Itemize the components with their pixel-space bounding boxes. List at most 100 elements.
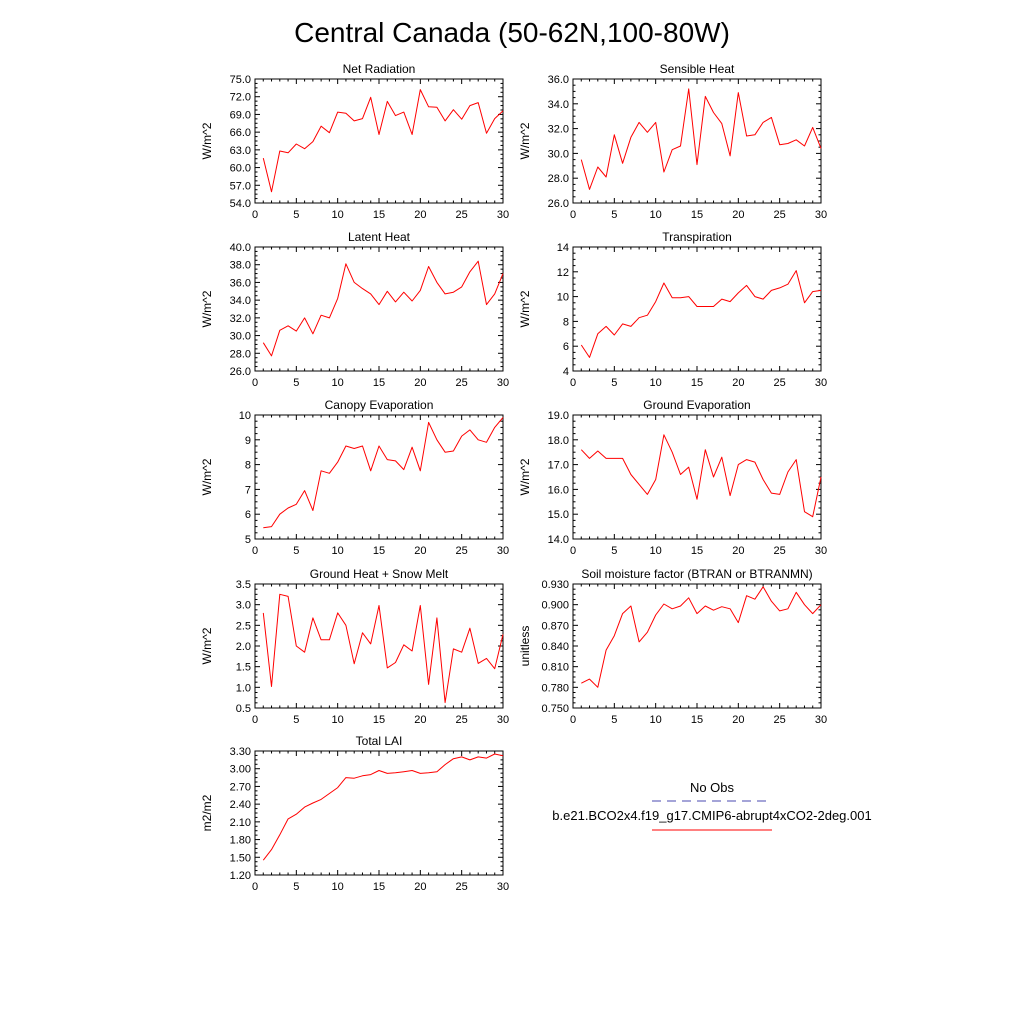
panel-3-ytick-label: 28.0 bbox=[230, 348, 251, 360]
panel-3-ytick-label: 38.0 bbox=[230, 260, 251, 272]
panel-9-xtick-label: 25 bbox=[456, 881, 468, 893]
panel-2-ytick-label: 32.0 bbox=[548, 124, 569, 136]
panel-1-xtick-label: 5 bbox=[293, 209, 299, 221]
panel-5-xtick-label: 20 bbox=[414, 545, 426, 557]
panel-9-xtick-label: 20 bbox=[414, 881, 426, 893]
panel-3: Latent Heat 0 5 10 15 20 25 30 26.0 28.0 30.0 32.0 3… bbox=[200, 230, 509, 389]
panel-5-xtick-label: 5 bbox=[293, 545, 299, 557]
panel-1-ytick-label: 69.0 bbox=[230, 109, 251, 121]
panel-3-xtick-label: 10 bbox=[332, 377, 344, 389]
panel-4-xtick-label: 25 bbox=[774, 377, 786, 389]
panel-8-xtick-label: 5 bbox=[611, 714, 617, 726]
panel-6-frame bbox=[572, 414, 822, 540]
panel-2-xtick-label: 30 bbox=[815, 209, 827, 221]
panel-7-ylabel: W/m^2 bbox=[200, 627, 214, 664]
panel-9-ylabel: m2/m2 bbox=[200, 794, 214, 831]
panel-9-xtick-label: 10 bbox=[332, 881, 344, 893]
panel-4-ytick-label: 12 bbox=[557, 267, 569, 279]
panel-3-ylabel: W/m^2 bbox=[200, 290, 214, 327]
panel-1-ytick-label: 60.0 bbox=[230, 163, 251, 175]
panel-8-ytick-label: 0.900 bbox=[541, 600, 569, 612]
panel-2-xtick-label: 15 bbox=[691, 209, 703, 221]
panel-3-ytick-label: 36.0 bbox=[230, 277, 251, 289]
panel-4-series-line bbox=[580, 270, 822, 358]
legend-obs-label: No Obs bbox=[690, 780, 735, 795]
panel-2-xtick-label: 5 bbox=[611, 209, 617, 221]
panel-3-ytick-label: 30.0 bbox=[230, 331, 251, 343]
panel-6-ytick-label: 19.0 bbox=[548, 410, 569, 422]
panel-9-ytick-label: 1.80 bbox=[230, 835, 251, 847]
panel-6-ytick-label: 16.0 bbox=[548, 484, 569, 496]
panel-8-xtick-label: 20 bbox=[732, 714, 744, 726]
panel-3-ytick-label: 40.0 bbox=[230, 242, 251, 254]
panel-6-ytick-label: 15.0 bbox=[548, 509, 569, 521]
panel-5-xtick-label: 15 bbox=[373, 545, 385, 557]
legend-model-label: b.e21.BCO2x4.f19_g17.CMIP6-abrupt4xCO2-2… bbox=[552, 808, 871, 823]
panel-7-xtick-label: 5 bbox=[293, 714, 299, 726]
panel-8-series-line bbox=[581, 586, 822, 688]
panel-7-series-line bbox=[262, 593, 504, 704]
panel-9-ytick-label: 3.30 bbox=[230, 746, 251, 758]
panel-6-xtick-label: 25 bbox=[774, 545, 786, 557]
panel-5-ytick-label: 5 bbox=[245, 534, 251, 546]
panel-9-ytick-label: 2.40 bbox=[230, 799, 251, 811]
panel-9-ytick-label: 1.20 bbox=[230, 870, 251, 882]
panel-4-ytick-label: 10 bbox=[557, 292, 569, 304]
panel-6-ytick-label: 17.0 bbox=[548, 460, 569, 472]
panel-8-ytick-label: 0.810 bbox=[541, 662, 569, 674]
panel-6-xtick-label: 10 bbox=[650, 545, 662, 557]
panel-3-xtick-label: 25 bbox=[456, 377, 468, 389]
panel-1-ytick-label: 54.0 bbox=[230, 198, 251, 210]
panel-2-title: Sensible Heat bbox=[660, 62, 735, 76]
panel-4: Transpiration 0 5 10 15 20 25 30 4 6 8 10 12 14 W/m^2 bbox=[518, 230, 827, 389]
panel-8-title: Soil moisture factor (BTRAN or BTRANMN) bbox=[581, 567, 812, 581]
panel-9-xtick-label: 5 bbox=[293, 881, 299, 893]
panel-4-ytick-label: 8 bbox=[563, 316, 569, 328]
panel-3-ytick-label: 32.0 bbox=[230, 313, 251, 325]
panel-7-xtick-label: 0 bbox=[252, 714, 258, 726]
panel-6-title: Ground Evaporation bbox=[643, 398, 750, 412]
panel-5-ytick-label: 7 bbox=[245, 484, 251, 496]
panel-2-series-line bbox=[580, 88, 822, 190]
panel-1-ytick-label: 75.0 bbox=[230, 74, 251, 86]
panel-5-ytick-label: 9 bbox=[245, 435, 251, 447]
panel-1: Net Radiation 0 5 10 15 20 25 30 54.0 57.0 60.0 63.… bbox=[200, 62, 509, 221]
panel-9-frame bbox=[254, 750, 504, 876]
panel-7-ytick-label: 1.0 bbox=[236, 682, 251, 694]
panel-5-xtick-label: 30 bbox=[497, 545, 509, 557]
figure-title: Central Canada (50-62N,100-80W) bbox=[294, 17, 730, 48]
panel-1-ylabel: W/m^2 bbox=[200, 122, 214, 159]
panel-2-xtick-label: 10 bbox=[650, 209, 662, 221]
panel-1-ytick-label: 72.0 bbox=[230, 92, 251, 104]
panel-4-xtick-label: 20 bbox=[732, 377, 744, 389]
panel-7: Ground Heat + Snow Melt 0 5 10 15 20 25 30 0.5 1.… bbox=[200, 567, 509, 726]
panel-2-xtick-label: 25 bbox=[774, 209, 786, 221]
panel-3-xtick-label: 30 bbox=[497, 377, 509, 389]
panel-7-title: Ground Heat + Snow Melt bbox=[310, 567, 449, 581]
panel-1-xtick-label: 15 bbox=[373, 209, 385, 221]
panel-4-xtick-label: 15 bbox=[691, 377, 703, 389]
panel-4-ytick-label: 14 bbox=[557, 242, 569, 254]
panel-6-xtick-label: 5 bbox=[611, 545, 617, 557]
panel-7-ytick-label: 2.5 bbox=[236, 620, 251, 632]
panel-5-title: Canopy Evaporation bbox=[325, 398, 434, 412]
panel-1-xtick-label: 30 bbox=[497, 209, 509, 221]
panel-4-xtick-label: 5 bbox=[611, 377, 617, 389]
panel-2-xtick-label: 20 bbox=[732, 209, 744, 221]
panel-9-xtick-label: 0 bbox=[252, 881, 258, 893]
panel-7-ytick-label: 0.5 bbox=[236, 703, 251, 715]
panel-1-xtick-label: 0 bbox=[252, 209, 258, 221]
panel-7-ytick-label: 3.0 bbox=[236, 600, 251, 612]
panel-1-ytick-label: 63.0 bbox=[230, 145, 251, 157]
panel-9-ytick-label: 2.10 bbox=[230, 817, 251, 829]
panel-3-ytick-label: 26.0 bbox=[230, 366, 251, 378]
panel-8-ylabel: unitless bbox=[518, 626, 532, 667]
panel-2-xtick-label: 0 bbox=[570, 209, 576, 221]
panel-6-xtick-label: 20 bbox=[732, 545, 744, 557]
panel-8-xtick-label: 10 bbox=[650, 714, 662, 726]
panel-8-xtick-label: 25 bbox=[774, 714, 786, 726]
panel-5-xtick-label: 25 bbox=[456, 545, 468, 557]
panel-8-ytick-label: 0.840 bbox=[541, 641, 569, 653]
panel-3-series-line bbox=[262, 260, 504, 357]
